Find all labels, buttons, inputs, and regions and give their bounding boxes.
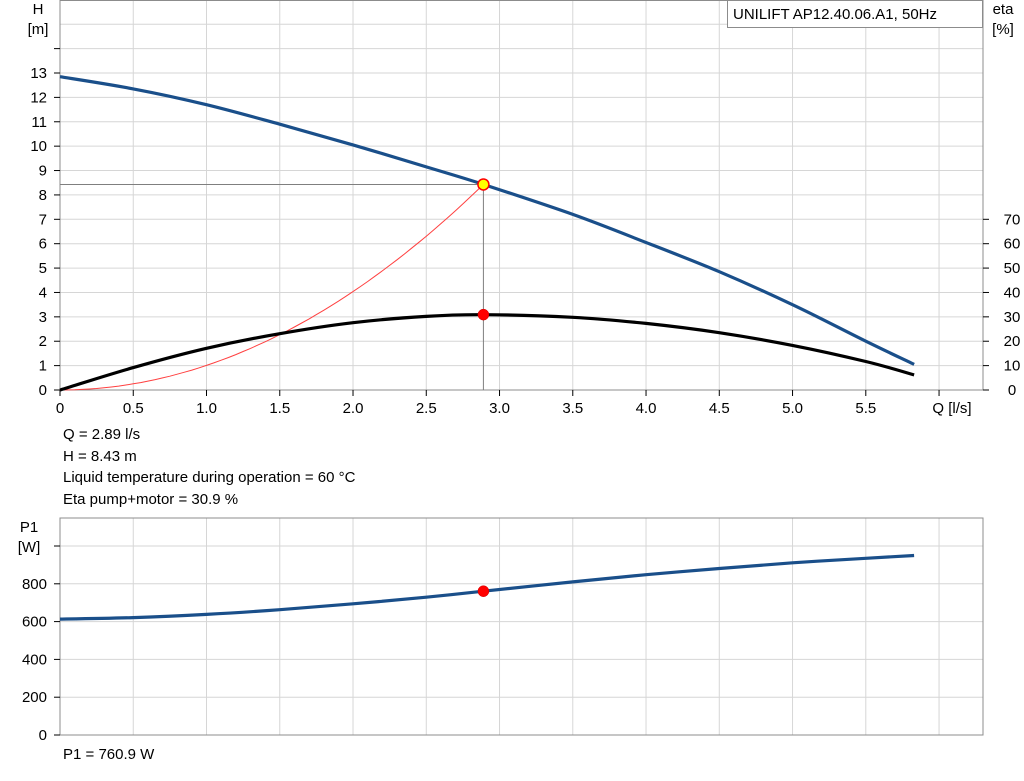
- y-tick-label: 400: [22, 651, 47, 668]
- y-tick-label: 4: [39, 284, 47, 301]
- y2-tick-label: 10: [1004, 358, 1021, 375]
- y-tick-label: 7: [39, 211, 47, 228]
- x-tick-label: 0.5: [123, 400, 144, 417]
- y-tick-label: 13: [30, 65, 47, 82]
- y-axis-label: P1: [20, 519, 38, 536]
- x-tick-label: 4.0: [636, 400, 657, 417]
- power-readout: P1 = 760.9 W: [63, 746, 155, 763]
- y-tick-label: 0: [39, 382, 47, 399]
- chart-title: UNILIFT AP12.40.06.A1, 50Hz: [733, 6, 937, 23]
- head-curve: [59, 75, 915, 366]
- y-tick-label: 8: [39, 187, 47, 204]
- y-tick-label: 9: [39, 163, 47, 180]
- efficiency-curve: [59, 313, 915, 392]
- y-tick-label: 0: [39, 727, 47, 744]
- y2-tick-label: 20: [1004, 333, 1021, 350]
- x-tick-label: 5.5: [855, 400, 876, 417]
- x-tick-label: 1.0: [196, 400, 217, 417]
- x-tick-label: 3.5: [562, 400, 583, 417]
- x-tick-label: 2.0: [343, 400, 364, 417]
- y2-tick-label: 50: [1004, 260, 1021, 277]
- y-axis-label: H: [33, 1, 44, 18]
- y-axis-unit: [m]: [28, 21, 49, 38]
- x-tick-label: 3.0: [489, 400, 510, 417]
- y-tick-label: 10: [30, 138, 47, 155]
- x-tick-label: 4.5: [709, 400, 730, 417]
- y2-axis-label: eta: [993, 1, 1015, 18]
- x-tick-label: 2.5: [416, 400, 437, 417]
- y-tick-label: 200: [22, 689, 47, 706]
- title-box: [727, 0, 983, 28]
- efficiency-duty-point: [477, 308, 490, 321]
- flow-readout: Q = 2.89 l/s: [63, 426, 141, 443]
- x-tick-label: 5.0: [782, 400, 803, 417]
- y-tick-label: 800: [22, 576, 47, 593]
- liquid-temperature-readout: Liquid temperature during operation = 60…: [63, 469, 356, 486]
- y2-tick-label: 70: [1004, 211, 1021, 228]
- y-tick-label: 5: [39, 260, 47, 277]
- y-tick-label: 1: [39, 358, 47, 375]
- y2-tick-label: 60: [1004, 236, 1021, 253]
- head-readout: H = 8.43 m: [63, 447, 137, 465]
- efficiency-readout: Eta pump+motor = 30.9 %: [63, 490, 239, 508]
- power-duty-point: [477, 585, 490, 597]
- x-tick-label: 1.5: [269, 400, 290, 417]
- x-axis-label: Q [l/s]: [932, 400, 971, 417]
- plot-frame: [59, 517, 984, 736]
- y-tick-label: 6: [39, 236, 47, 253]
- y-tick-label: 12: [30, 89, 47, 106]
- y2-axis-unit: [%]: [992, 21, 1014, 38]
- y2-tick-label: 0: [1008, 382, 1016, 399]
- x-tick-label: 0: [56, 400, 64, 417]
- y-tick-label: 2: [39, 333, 47, 350]
- y-tick-label: 11: [31, 114, 47, 131]
- y-axis-unit: [W]: [18, 539, 41, 556]
- y-tick-label: 3: [39, 309, 47, 326]
- y2-tick-label: 30: [1004, 309, 1021, 326]
- head-duty-point: [477, 178, 490, 191]
- y2-tick-label: 40: [1004, 284, 1021, 301]
- duty-point-info: Q = 2.89 l/s H = 8.43 m Liquid temperatu…: [63, 424, 355, 510]
- system-curve: [59, 184, 484, 391]
- y-tick-label: 600: [22, 614, 47, 631]
